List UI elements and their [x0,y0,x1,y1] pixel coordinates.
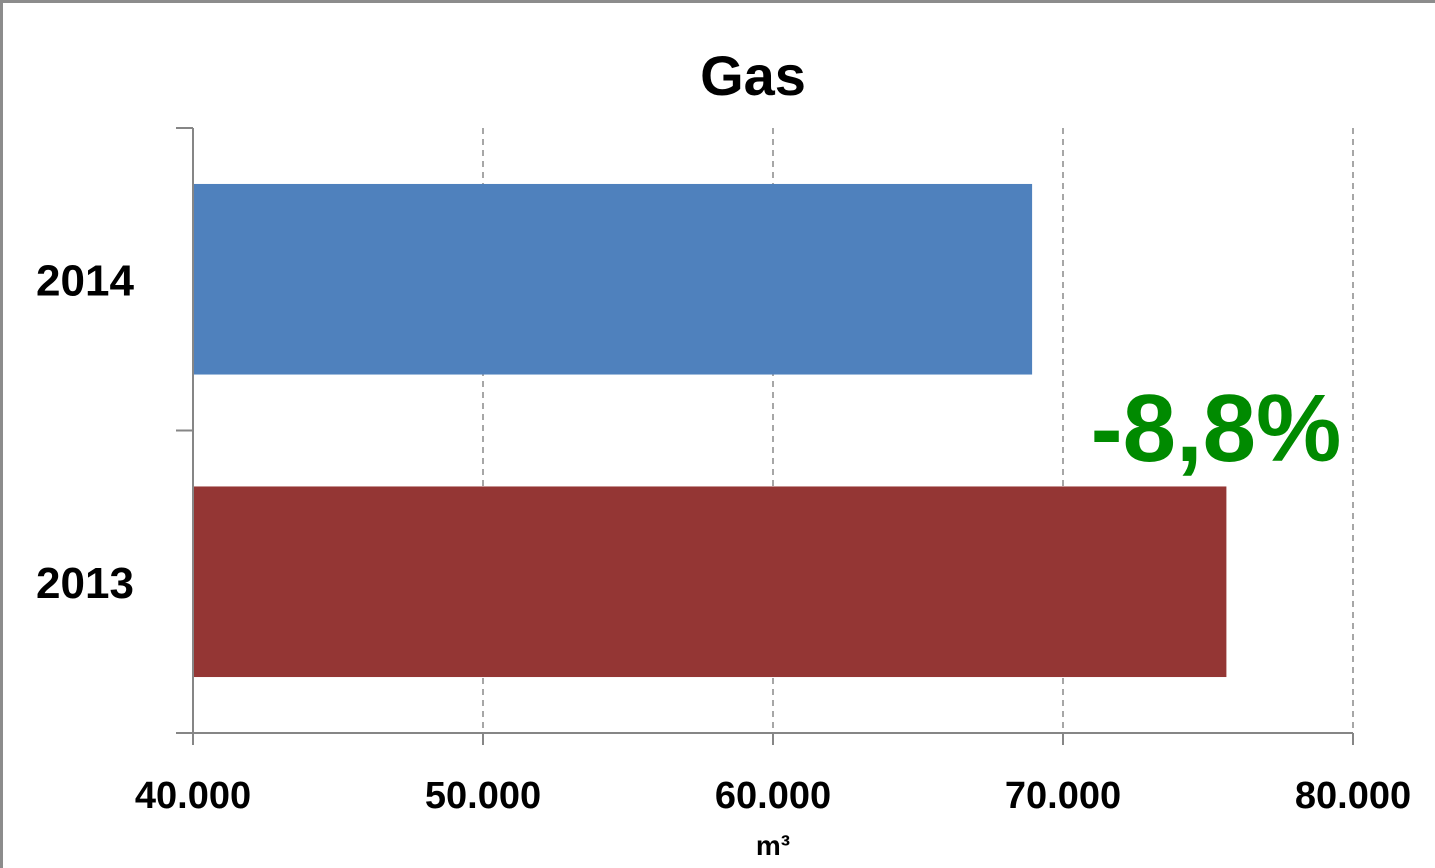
chart-title: Gas [700,44,806,107]
x-tick-label-70.000: 70.000 [1005,775,1121,817]
category-label-2013: 2013 [36,559,134,608]
x-tick-label-40.000: 40.000 [135,775,251,817]
bars [194,183,1227,678]
category-label-2014: 2014 [36,256,134,305]
bar-2013 [194,486,1227,678]
x-tick-label-80.000: 80.000 [1295,775,1411,817]
change-annotation: -8,8% [1091,375,1342,482]
gas-bar-chart: Gas 2014 2013 40.000 50.000 60.000 70.000 80.0… [36,44,1411,861]
x-tick-label-60.000: 60.000 [715,775,831,817]
bar-2014 [194,183,1033,375]
x-axis-title: m³ [756,830,790,861]
axes [176,127,1354,745]
axis-labels: 2014 2013 40.000 50.000 60.000 70.000 80.000 [36,256,1411,817]
x-tick-label-50.000: 50.000 [425,775,541,817]
